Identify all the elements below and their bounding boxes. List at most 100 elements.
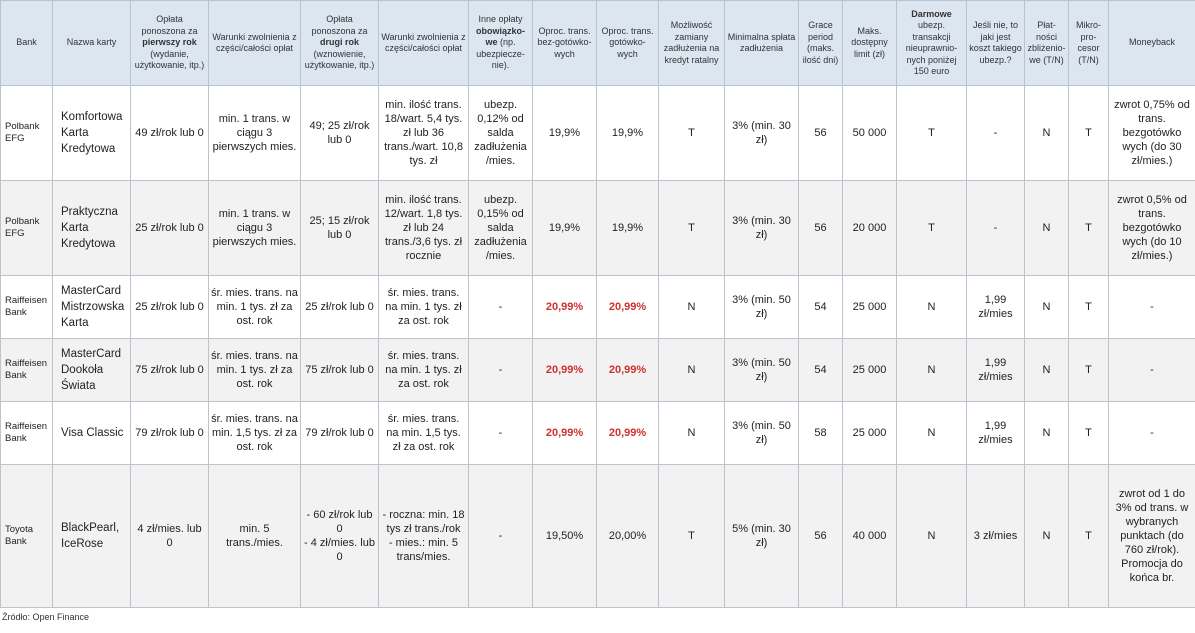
header-text: Moneyback (1128, 37, 1176, 48)
table-cell: śr. mies. trans. na min. 1 tys. zł za os… (208, 275, 301, 339)
table-cell: 1,99 zł/mies (966, 401, 1025, 465)
table-cell: MasterCard Mistrzowska Karta (52, 275, 131, 339)
column-header: Możliwość zamiany zadłużenia na kredyt r… (658, 0, 725, 86)
column-header: Minimalna spłata zadłużenia (724, 0, 799, 86)
table-cell: 56 (798, 180, 843, 276)
table-cell: MasterCard Dookoła Świata (52, 338, 131, 402)
table-cell: Polbank EFG (0, 180, 53, 276)
table-cell: 25 000 (842, 275, 897, 339)
column-header: Darmowe ubezp. transakcji nieuprawnio-ny… (896, 0, 967, 86)
table-cell: 20 000 (842, 180, 897, 276)
column-header: Oproc. trans. gotówko-wych (596, 0, 659, 86)
header-text: Oproc. trans. gotówko-wych (601, 25, 654, 59)
table-cell: 40 000 (842, 464, 897, 608)
table-cell: 19,9% (532, 180, 597, 276)
table-cell: T (1068, 275, 1109, 339)
table-cell: 1,99 zł/mies (966, 275, 1025, 339)
table-cell: - (1108, 401, 1195, 465)
header-text: Maks. dostępny limit (zł) (851, 25, 888, 59)
table-cell: T (1068, 180, 1109, 276)
table-cell: 3% (min. 50 zł) (724, 275, 799, 339)
table-cell: 19,9% (596, 85, 659, 181)
table-cell: T (1068, 85, 1109, 181)
header-text: Minimalna spłata zadłużenia (727, 31, 796, 54)
table-cell: - (1108, 338, 1195, 402)
column-header: Inne opłaty obowiązko-we (np. ubezpiecze… (468, 0, 533, 86)
table-cell: 3% (min. 50 zł) (724, 401, 799, 465)
table-cell: zwrot od 1 do 3% od trans. w wybranych p… (1108, 464, 1195, 608)
table-row: Toyota Bank BlackPearl, IceRose 4 zł/mies.… (0, 464, 1195, 608)
table-cell: śr. mies. trans. na min. 1 tys. zł za os… (378, 275, 469, 339)
table-cell: N (1024, 275, 1069, 339)
table-cell: - (1108, 275, 1195, 339)
table-cell: N (1024, 338, 1069, 402)
table-cell: 25 000 (842, 401, 897, 465)
table-cell: T (896, 180, 967, 276)
cell-line: - 4 zł/mies. lub 0 (304, 537, 375, 563)
table-cell: - (468, 338, 533, 402)
column-header: Opłata ponoszona za pierwszy rok (wydani… (130, 0, 209, 86)
table-cell: 49 zł/rok lub 0 (130, 85, 209, 181)
column-header: Moneyback (1108, 0, 1195, 86)
table-cell: Polbank EFG (0, 85, 53, 181)
table-cell: śr. mies. trans. na min. 1,5 tys. zł za … (378, 401, 469, 465)
table-cell: 54 (798, 275, 843, 339)
table-cell: 20,00% (596, 464, 659, 608)
table-cell: 50 000 (842, 85, 897, 181)
header-emphasis: pierwszy rok (142, 37, 197, 48)
table-cell: min. 1 trans. w ciągu 3 pierwszych mies. (208, 85, 301, 181)
table-cell: N (896, 338, 967, 402)
column-header: Maks. dostępny limit (zł) (842, 0, 897, 86)
table-cell: 3% (min. 30 zł) (724, 85, 799, 181)
table-cell: 56 (798, 464, 843, 608)
cell-line: - mies.: min. 5 trans/mies. (388, 537, 459, 563)
table-cell: 56 (798, 85, 843, 181)
table-cell: 3% (min. 50 zł) (724, 338, 799, 402)
header-text: (np. ubezpiecze-nie). (476, 37, 525, 71)
table-cell: Toyota Bank (0, 464, 53, 608)
table-cell: 25; 15 zł/rok lub 0 (300, 180, 379, 276)
column-header: Warunki zwolnienia z części/całości opła… (208, 0, 301, 86)
column-header: Bank (0, 0, 53, 86)
header-text: Nazwa karty (66, 37, 117, 48)
header-text: (wznowienie, użytkowanie, itp.) (304, 48, 375, 71)
table-cell: - (468, 464, 533, 608)
table-cell: N (1024, 85, 1069, 181)
table-cell: 25 000 (842, 338, 897, 402)
header-text: Oproc. trans. bez-gotówko-wych (537, 25, 592, 59)
table-cell: 20,99% (532, 401, 597, 465)
table-cell: 79 zł/rok lub 0 (300, 401, 379, 465)
column-header: Płat-ności zbliżenio-we (T/N) (1024, 0, 1069, 86)
column-header: Warunki zwolnienia z części/całości opła… (378, 0, 469, 86)
column-header: Nazwa karty (52, 0, 131, 86)
table-cell: T (658, 464, 725, 608)
table-cell: Raiffeisen Bank (0, 338, 53, 402)
table-cell: T (1068, 338, 1109, 402)
table-cell: T (896, 85, 967, 181)
cell-line: - roczna: min. 18 tys zł trans./rok (382, 509, 465, 535)
table-cell: 19,50% (532, 464, 597, 608)
column-header: Opłata ponoszona za drugi rok (wznowieni… (300, 0, 379, 86)
header-text: Bank (16, 37, 37, 48)
table-row: Polbank EFG Komfortowa Karta Kredytowa 49 … (0, 85, 1195, 181)
table-cell: 75 zł/rok lub 0 (300, 338, 379, 402)
header-emphasis: obowiązko-we (476, 25, 525, 48)
table-cell: T (658, 180, 725, 276)
table-cell: 20,99% (596, 338, 659, 402)
table-cell: min. 1 trans. w ciągu 3 pierwszych mies. (208, 180, 301, 276)
column-header: Mikro-pro-cesor (T/N) (1068, 0, 1109, 86)
table-cell: ubezp. 0,12% od salda zadłużenia /mies. (468, 85, 533, 181)
table-cell: 1,99 zł/mies (966, 338, 1025, 402)
table-row: Raiffeisen Bank MasterCard Mistrzowska Ka… (0, 275, 1195, 339)
table-cell: 3% (min. 30 zł) (724, 180, 799, 276)
credit-cards-comparison-table: Bank Nazwa karty Opłata ponoszona za pierw… (0, 0, 1195, 608)
table-cell: N (658, 338, 725, 402)
table-cell: - 60 zł/rok lub 0- 4 zł/mies. lub 0 (300, 464, 379, 608)
table-cell: min. ilość trans. 12/wart. 1,8 tys. zł l… (378, 180, 469, 276)
table-cell: - (468, 401, 533, 465)
table-cell: Raiffeisen Bank (0, 401, 53, 465)
header-text: Inne opłaty (478, 14, 523, 25)
header-text: (wydanie, użytkowanie, itp.) (134, 48, 205, 71)
table-row: Raiffeisen Bank Visa Classic 79 zł/rok lub… (0, 401, 1195, 465)
table-cell: ubezp. 0,15% od salda zadłużenia /mies. (468, 180, 533, 276)
